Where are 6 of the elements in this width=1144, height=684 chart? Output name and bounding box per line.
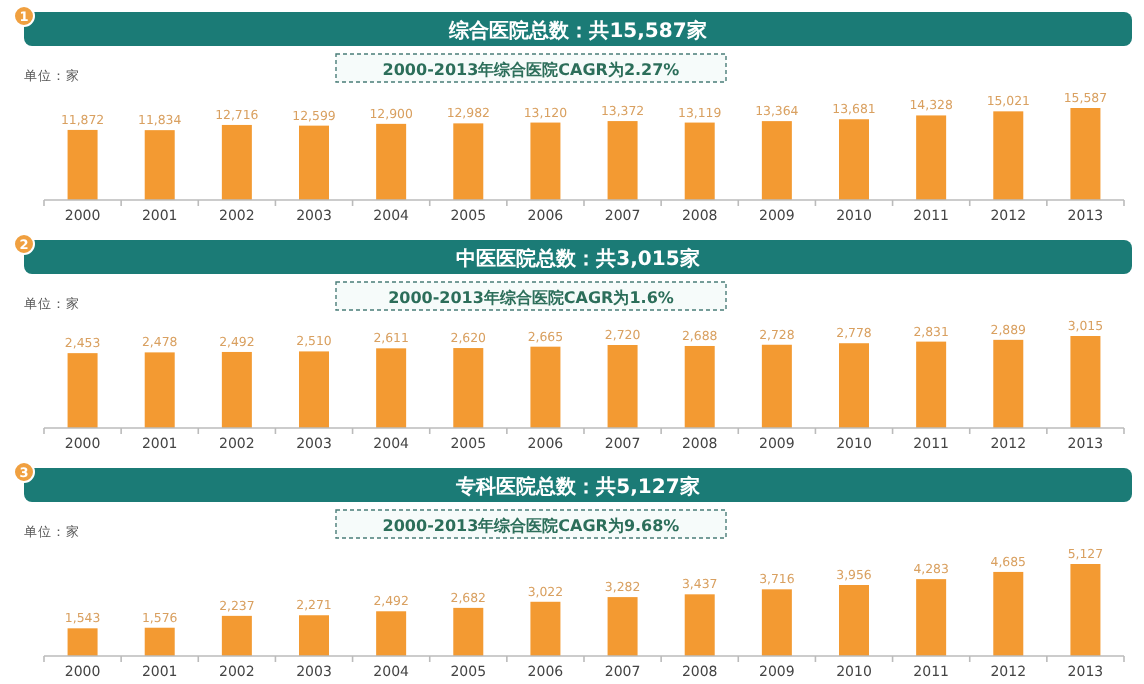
chart-title: 综合医院总数：共15,587家 (447, 19, 707, 43)
chart-title: 中医医院总数：共3,015家 (456, 247, 700, 271)
chart-subtitle: 2000-2013年综合医院CAGR为1.6% (388, 289, 674, 307)
chart-subtitle: 2000-2013年综合医院CAGR为2.27% (382, 61, 680, 79)
chart-subtitle: 2000-2013年综合医院CAGR为9.68% (382, 517, 680, 535)
chart-title: 专科医院总数：共5,127家 (454, 475, 700, 499)
